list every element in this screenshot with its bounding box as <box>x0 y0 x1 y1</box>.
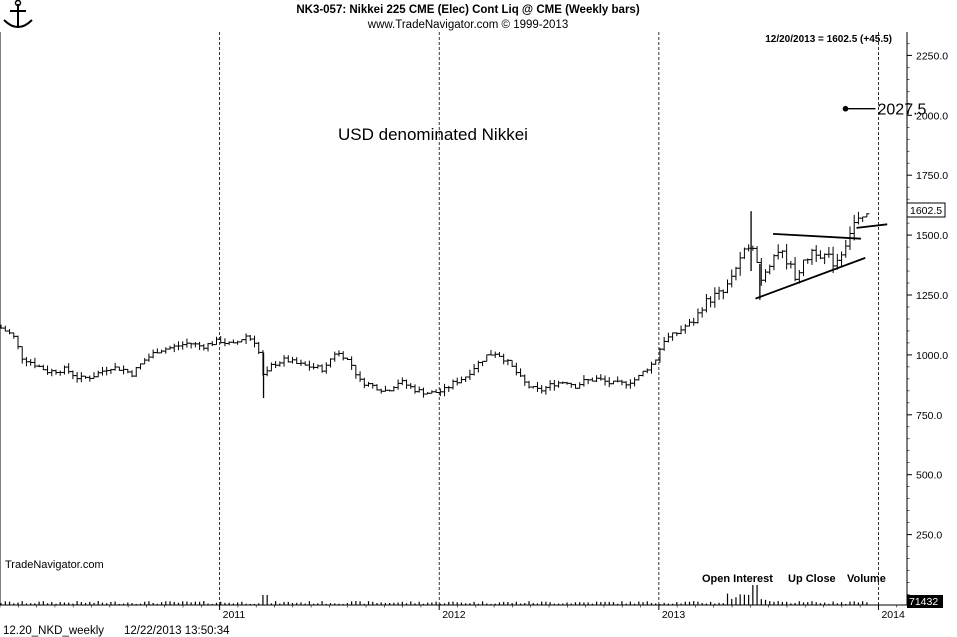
y-tick-label: 2250.0 <box>916 50 948 62</box>
anchor-logo-icon <box>3 0 33 28</box>
x-tick-label: 2012 <box>442 609 466 621</box>
y-tick-label: 2000.0 <box>916 110 948 122</box>
price-tag-label: 1602.5 <box>910 205 942 217</box>
target-marker: 2027.5 <box>842 102 927 119</box>
x-tick-label: 2014 <box>881 609 905 621</box>
triangle-lower-line <box>755 257 866 300</box>
y-tick-label: 1250.0 <box>916 290 948 302</box>
plot-frame <box>0 32 908 606</box>
annotation-usd-nikkei: USD denominated Nikkei <box>338 125 528 144</box>
legend-volume: Volume <box>847 573 886 585</box>
y-axis: 250.0 500.0 750.0 1000.0 1250.0 1500.0 1750.0 2… <box>907 43 948 595</box>
triangle-upper-line <box>772 233 861 240</box>
y-tick-label: 250.0 <box>916 530 942 542</box>
price-tag: 1602.5 <box>906 202 946 218</box>
watermark: TradeNavigator.com <box>5 559 104 571</box>
y-tick-label: 1000.0 <box>916 350 948 362</box>
x-tick-label: 2013 <box>662 609 686 621</box>
x-tick-label: 2011 <box>223 609 246 621</box>
volume-tag-label: 71432 <box>909 596 938 608</box>
chart-subtitle: www.TradeNavigator.com © 1999-2013 <box>367 19 568 31</box>
volume-bars <box>0 585 868 605</box>
x-axis: 2011 2012 2013 2014 <box>0 605 905 621</box>
volume-tag: 71432 <box>907 595 943 608</box>
year-gridlines <box>219 32 879 605</box>
legend-up-close: Up Close <box>788 573 836 585</box>
footer-file-label: 12.20_NKD_weekly <box>3 625 104 637</box>
consolidation-line <box>856 223 888 229</box>
y-tick-label: 1750.0 <box>916 170 948 182</box>
y-tick-label: 500.0 <box>916 470 942 482</box>
legend-open-interest: Open Interest <box>702 573 773 585</box>
triangle-trendlines <box>755 223 888 300</box>
y-tick-label: 1500.0 <box>916 230 948 242</box>
footer-timestamp: 12/22/2013 13:50:34 <box>124 625 230 637</box>
ohlc-bars <box>0 211 870 399</box>
last-bar-readout: 12/20/2013 = 1602.5 (+45.5) <box>765 34 892 45</box>
target-label: 2027.5 <box>878 102 927 119</box>
chart-title: NK3-057: Nikkei 225 CME (Elec) Cont Liq … <box>296 4 639 16</box>
y-tick-label: 750.0 <box>916 410 942 422</box>
